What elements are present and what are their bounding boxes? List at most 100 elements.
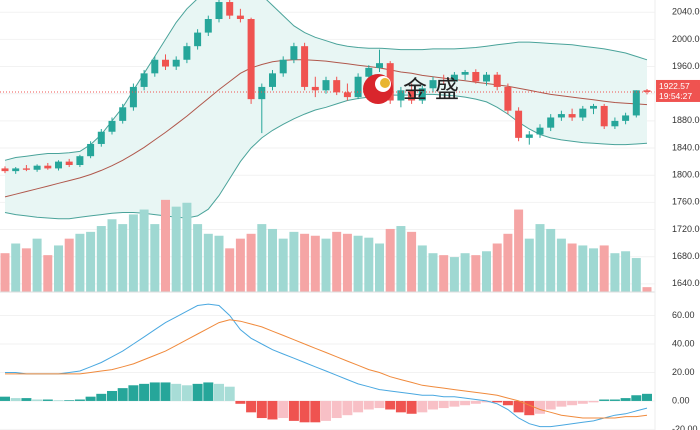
y-tick-label: 2040.00	[672, 7, 700, 17]
volume-bar	[225, 248, 235, 292]
candle-body	[151, 59, 159, 74]
candle-body	[461, 71, 469, 75]
macd-histogram-bar	[417, 400, 428, 413]
candle-body	[397, 90, 405, 101]
candle-body	[579, 108, 587, 118]
macd-histogram-bar	[631, 395, 642, 401]
volume-bar	[64, 238, 74, 292]
volume-bar	[321, 238, 331, 292]
macd-histogram-bar	[96, 393, 107, 401]
candle-body	[536, 127, 544, 135]
candle-body	[354, 76, 362, 98]
y-tick-label: 1640.00	[672, 278, 700, 288]
candle-body	[622, 115, 630, 121]
candle-body	[333, 80, 341, 93]
macd-histogram-bar	[42, 399, 53, 401]
volume-bar	[428, 253, 438, 292]
volume-bar	[246, 233, 256, 292]
volume-bar	[32, 238, 42, 292]
y-tick-label: 1720.00	[672, 224, 700, 234]
y-tick-label: 0.00	[672, 395, 690, 405]
macd-histogram-bar	[449, 400, 460, 407]
macd-histogram-bar	[160, 382, 171, 401]
volume-bar	[482, 251, 491, 292]
candle-body	[290, 46, 298, 60]
candle-body	[183, 46, 191, 60]
candle-body	[365, 67, 373, 77]
macd-histogram-bar	[21, 398, 32, 401]
volume-bar	[86, 231, 96, 292]
candle-body	[450, 74, 458, 82]
watermark: 金盛	[363, 74, 467, 104]
candle-body	[429, 80, 437, 89]
candle-body	[557, 114, 565, 118]
macd-histogram-bar	[321, 400, 331, 421]
candle-body	[525, 134, 533, 138]
volume-bar	[150, 224, 160, 292]
macd-histogram-bar	[438, 400, 449, 409]
volume-bar	[128, 214, 138, 292]
volume-bar	[21, 248, 31, 292]
candle-body	[322, 80, 330, 91]
macd-histogram-bar	[428, 400, 438, 410]
candle-body	[247, 19, 255, 100]
volume-bar	[567, 243, 577, 292]
candle-body	[97, 131, 105, 144]
candle-body	[269, 73, 276, 87]
volume-bar	[107, 219, 117, 292]
volume-bar	[332, 231, 342, 292]
volume-bar	[161, 199, 170, 292]
y-tick-label: 1840.00	[672, 142, 700, 152]
candle-body	[215, 2, 223, 20]
macd-histogram-bar	[363, 400, 374, 410]
candle-body	[258, 86, 266, 100]
volume-bar	[203, 233, 213, 292]
watermark-text: 金盛	[403, 76, 467, 103]
y-tick-label: -20.00	[672, 424, 698, 430]
volume-bar	[514, 209, 524, 292]
macd-histogram-bar	[609, 399, 620, 401]
candle-body	[236, 15, 244, 20]
macd-histogram-bar	[524, 400, 535, 416]
volume-bar	[310, 235, 320, 292]
candle-body	[472, 71, 480, 82]
volume-bar	[524, 238, 534, 292]
macd-histogram-bar	[128, 385, 139, 401]
macd-histogram-bar	[342, 400, 353, 416]
macd-histogram-bar	[577, 400, 588, 404]
candle-body	[440, 80, 448, 82]
candle-body	[204, 19, 212, 33]
candle-body	[55, 161, 62, 169]
candle-body	[172, 59, 180, 67]
candle-body	[279, 59, 287, 74]
y-tick-label: 60.00	[672, 310, 695, 320]
candle-body	[515, 110, 523, 138]
candle-body	[44, 165, 52, 169]
candle-body	[12, 168, 20, 172]
macd-histogram-bar	[406, 400, 417, 414]
volume-bar	[417, 245, 427, 292]
macd-histogram-bar	[64, 400, 75, 401]
volume-bar	[460, 253, 470, 292]
macd-histogram-bar	[139, 383, 150, 401]
macd-histogram-bar	[288, 400, 299, 421]
candle-body	[194, 32, 202, 47]
macd-histogram-bar	[0, 396, 10, 401]
volume-bar	[621, 251, 631, 292]
volume-bar	[214, 235, 224, 292]
candle-body	[226, 2, 234, 16]
macd-histogram-bar	[620, 398, 631, 401]
volume-bar	[118, 224, 128, 292]
macd-histogram-bar	[278, 400, 289, 419]
last-price-box	[656, 79, 700, 102]
macd-histogram-bar	[85, 396, 96, 401]
candle-body	[65, 161, 73, 166]
volume-bar	[492, 243, 502, 292]
macd-histogram-bar	[181, 385, 192, 401]
volume-bar	[300, 233, 310, 292]
macd-histogram-bar	[556, 400, 567, 407]
macd-histogram-bar	[588, 400, 599, 403]
candle-body	[33, 165, 41, 170]
macd-histogram-bar	[267, 400, 278, 420]
countdown-label: 19:54:27	[659, 91, 692, 101]
